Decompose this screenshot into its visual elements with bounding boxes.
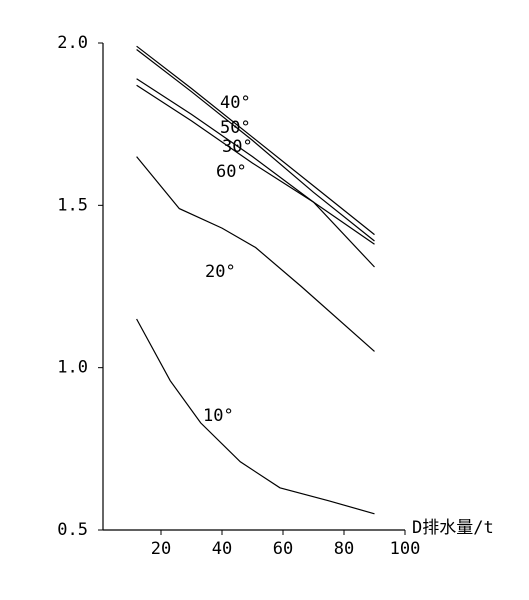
series-line	[136, 84, 375, 268]
y-tick-label: 1.5	[57, 195, 88, 215]
y-tick-label: 2.0	[57, 33, 88, 53]
y-tick-label: 1.0	[57, 358, 88, 378]
x-tick-label: 20	[151, 539, 171, 559]
series-label: 20°	[205, 262, 236, 282]
series-label: 60°	[216, 162, 247, 182]
series-label: 40°	[220, 93, 251, 113]
series-label: 50°	[220, 118, 251, 138]
series-label: 30°	[222, 137, 253, 157]
x-tick-label: 60	[273, 539, 293, 559]
series-label: 10°	[203, 406, 234, 426]
y-tick-label: 0.5	[57, 520, 88, 540]
series-line	[136, 78, 375, 245]
series-line	[136, 156, 375, 352]
x-tick-label: 40	[212, 539, 232, 559]
series-line	[136, 318, 375, 515]
series-line	[136, 45, 375, 236]
x-tick-label: 100	[390, 539, 421, 559]
x-tick-label: 80	[334, 539, 354, 559]
series-line	[136, 49, 375, 242]
x-axis-label: D排水量/t	[412, 518, 494, 538]
